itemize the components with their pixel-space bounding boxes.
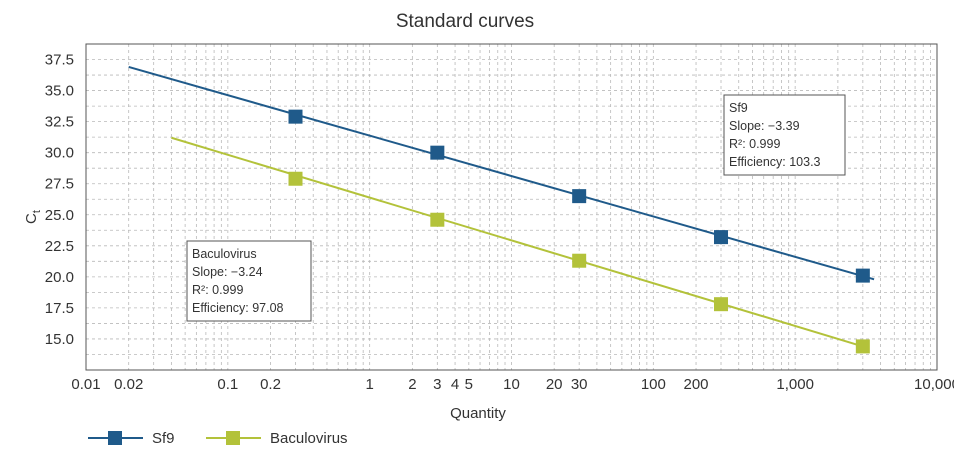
annotation-line: Slope: −3.39 — [729, 119, 800, 133]
annotation-line: Sf9 — [729, 101, 748, 115]
x-tick-label: 0.01 — [71, 376, 100, 393]
x-tick-label: 5 — [465, 376, 473, 393]
y-tick-label: 22.5 — [45, 238, 74, 255]
data-point — [288, 171, 303, 186]
data-point — [288, 109, 303, 124]
y-tick-label: 20.0 — [45, 269, 74, 286]
y-tick-label: 27.5 — [45, 176, 74, 193]
annotation-frame — [186, 240, 312, 322]
annotation-line: Slope: −3.24 — [192, 265, 263, 279]
data-point — [430, 145, 445, 160]
chart-title: Standard curves — [396, 11, 534, 32]
x-tick-label: 10,000 — [914, 376, 954, 393]
annotation-line: Efficiency: 97.08 — [192, 301, 284, 315]
x-tick-label: 3 — [433, 376, 441, 393]
data-point — [572, 253, 587, 268]
plot-area — [85, 43, 938, 371]
data-point — [572, 189, 587, 204]
legend-item: Baculovirus — [206, 430, 348, 447]
series-line — [171, 136, 864, 348]
annotation-line: R²: 0.999 — [729, 137, 780, 151]
x-tick-label: 20 — [546, 376, 563, 393]
legend-marker — [108, 431, 122, 445]
x-tick-label: 1 — [365, 376, 373, 393]
x-tick-label: 2 — [408, 376, 416, 393]
tick-labels: 0.01 0.02 0.1 0.2 1 2 3 4 5 10 20 30 100 200 1,000 10,0… — [45, 52, 954, 393]
data-point — [855, 268, 870, 283]
y-axis-label: Ct — [23, 210, 43, 224]
y-tick-label: 17.5 — [45, 300, 74, 317]
x-tick-label: 30 — [571, 376, 588, 393]
data-point — [714, 297, 729, 312]
x-tick-label: 1,000 — [776, 376, 814, 393]
y-axis-label-subscript: t — [31, 210, 43, 213]
annotation-line: Baculovirus — [192, 247, 257, 261]
y-tick-label: 32.5 — [45, 114, 74, 131]
x-tick-label: 10 — [503, 376, 520, 393]
data-point — [714, 230, 729, 245]
annotation-frame — [723, 94, 846, 176]
data-point — [855, 339, 870, 354]
x-tick-label: 100 — [641, 376, 666, 393]
legend-item: Sf9 — [88, 430, 175, 447]
x-tick-label: 200 — [684, 376, 709, 393]
annotation-box: Sf9 Slope: −3.39 R²: 0.999 Efficiency: 103.… — [723, 94, 846, 176]
series-line — [128, 66, 875, 281]
legend: Sf9 Baculovirus — [88, 430, 348, 447]
x-tick-label: 4 — [451, 376, 459, 393]
annotation-line: Efficiency: 103.3 — [729, 155, 821, 169]
x-tick-label: 0.02 — [114, 376, 143, 393]
annotations: Sf9 Slope: −3.39 R²: 0.999 Efficiency: 103.… — [186, 94, 846, 322]
annotation-line: R²: 0.999 — [192, 283, 243, 297]
grid — [86, 44, 937, 370]
y-tick-label: 30.0 — [45, 145, 74, 162]
y-tick-label: 37.5 — [45, 52, 74, 69]
y-tick-label: 15.0 — [45, 331, 74, 348]
annotation-box: Baculovirus Slope: −3.24 R²: 0.999 Efficien… — [186, 240, 312, 322]
series-layer — [128, 66, 875, 354]
legend-marker — [226, 431, 240, 445]
y-tick-label: 25.0 — [45, 207, 74, 224]
legend-label: Sf9 — [152, 430, 175, 447]
data-point — [430, 212, 445, 227]
x-tick-label: 0.2 — [260, 376, 281, 393]
y-tick-label: 35.0 — [45, 83, 74, 100]
x-axis-label: Quantity — [450, 405, 506, 422]
x-tick-label: 0.1 — [217, 376, 238, 393]
y-axis-label-main: C — [23, 213, 40, 224]
legend-label: Baculovirus — [270, 430, 348, 447]
